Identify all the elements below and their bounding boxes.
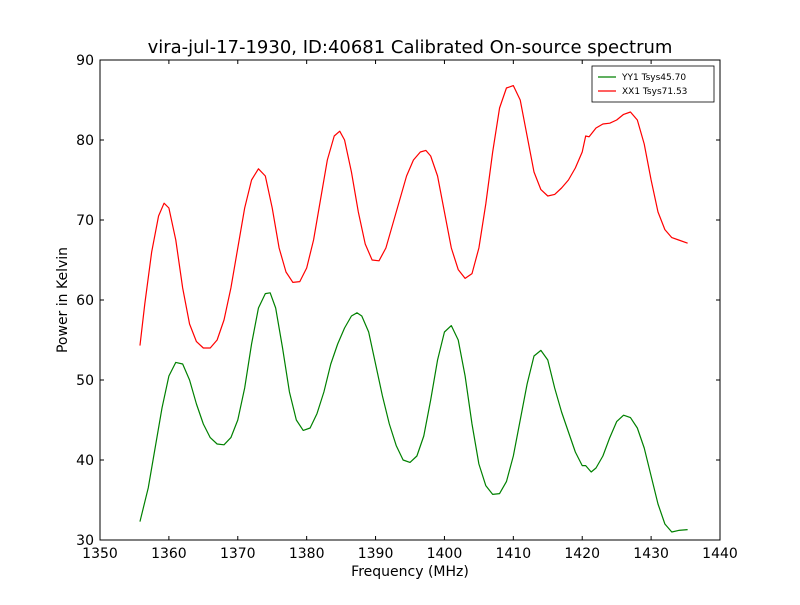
x-tick-label: 1360 xyxy=(151,546,187,562)
legend-label-1: YY1 Tsys45.70 xyxy=(621,73,686,83)
y-tick-label: 70 xyxy=(76,213,94,229)
x-tick-label: 1400 xyxy=(427,546,463,562)
legend: YY1 Tsys45.70 XX1 Tsys71.53 xyxy=(591,65,715,103)
x-tick-label: 1380 xyxy=(289,546,325,562)
plot-area: 1350 1360 1370 1380 1390 1400 1410 1420 1430 1440… xyxy=(76,53,738,562)
x-tick-label: 1390 xyxy=(358,546,394,562)
y-tick-label: 40 xyxy=(76,453,94,469)
x-tick-label: 1370 xyxy=(220,546,256,562)
x-tick-label: 1440 xyxy=(702,546,738,562)
x-tick-label: 1430 xyxy=(633,546,669,562)
legend-box xyxy=(591,65,715,103)
x-tick-label: 1420 xyxy=(564,546,600,562)
x-tick-label: 1410 xyxy=(496,546,532,562)
y-tick-label: 80 xyxy=(76,133,94,149)
y-axis-label: Power in Kelvin xyxy=(55,247,71,353)
y-tick-label: 60 xyxy=(76,293,94,309)
y-tick-label: 50 xyxy=(76,373,94,389)
series-line-1 xyxy=(139,292,688,533)
y-tick-label: 90 xyxy=(76,53,94,69)
legend-label-2: XX1 Tsys71.53 xyxy=(622,87,687,97)
x-tick-label: 1350 xyxy=(82,546,118,562)
y-tick-label: 30 xyxy=(76,533,94,549)
chart-title: vira-jul-17-1930, ID:40681 Calibrated On… xyxy=(148,37,673,58)
series-line-2 xyxy=(139,85,688,349)
x-axis-label: Frequency (MHz) xyxy=(351,564,469,580)
